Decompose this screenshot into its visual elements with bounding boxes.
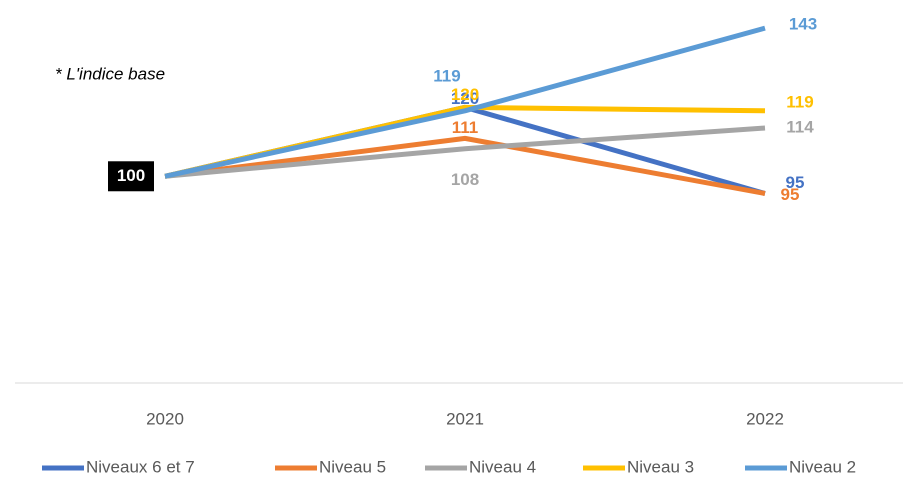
data-label: 100 xyxy=(117,166,145,185)
x-tick-label: 2020 xyxy=(146,409,184,428)
annotation: * L'indice base xyxy=(55,64,165,83)
x-tick-label: 2022 xyxy=(746,409,784,428)
data-label: 111 xyxy=(452,118,479,137)
data-label: 95 xyxy=(786,173,805,192)
legend-label: Niveau 3 xyxy=(627,457,694,476)
data-label: 95 xyxy=(781,185,800,204)
data-label: 120 xyxy=(451,85,479,104)
legend-label: Niveau 5 xyxy=(319,457,386,476)
legend-label: Niveau 4 xyxy=(469,457,536,476)
series-line xyxy=(164,135,766,196)
legend-label: Niveaux 6 et 7 xyxy=(86,457,195,476)
legend-label: Niveau 2 xyxy=(789,457,856,476)
data-label-box xyxy=(108,161,154,192)
series-line xyxy=(164,125,766,179)
data-label: 143 xyxy=(789,15,817,34)
series-line xyxy=(164,25,766,179)
data-label: 119 xyxy=(786,92,813,111)
x-tick-label: 2021 xyxy=(446,409,484,428)
data-label: 120 xyxy=(451,89,479,108)
data-label: 114 xyxy=(786,118,814,137)
data-label: 119 xyxy=(433,66,460,85)
data-label: 108 xyxy=(451,170,479,189)
